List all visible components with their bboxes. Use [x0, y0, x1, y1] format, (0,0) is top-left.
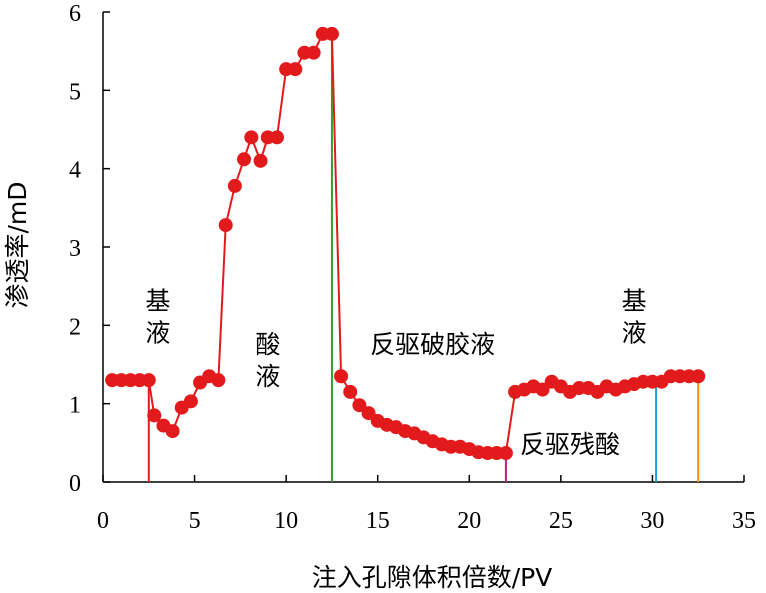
data-point [165, 424, 180, 439]
x-tick-label: 0 [97, 508, 109, 534]
y-tick-label: 0 [69, 471, 81, 497]
y-ticks: 0 1 2 3 4 5 6 [69, 1, 110, 497]
x-tick-label: 25 [549, 508, 573, 534]
data-point [535, 382, 550, 397]
annotation-text: 液 [145, 319, 170, 348]
x-tick-label: 20 [457, 508, 481, 534]
data-point [147, 408, 162, 423]
data-point [253, 153, 268, 168]
annotation-text: 反驱破胶液 [370, 330, 495, 359]
annotation-text: 酸 [255, 330, 280, 359]
y-tick-label: 2 [69, 314, 81, 340]
data-point [141, 373, 156, 388]
annotation-text: 基 [622, 287, 647, 316]
y-tick-label: 4 [69, 158, 81, 184]
annotation-text: 反驱残酸 [520, 430, 620, 459]
data-point [288, 62, 303, 77]
x-ticks: 0 5 10 15 20 25 30 35 [97, 475, 756, 534]
y-axis-label: 渗透率/mD [3, 181, 32, 308]
data-point [244, 130, 259, 145]
axes [102, 12, 744, 483]
x-tick-label: 5 [189, 508, 201, 534]
data-point [237, 152, 252, 167]
data-point [211, 373, 226, 388]
y-tick-label: 6 [69, 1, 81, 27]
x-tick-label: 15 [366, 508, 390, 534]
y-tick-label: 5 [69, 79, 81, 105]
data-point [324, 26, 339, 41]
data-point [498, 446, 513, 461]
data-point [218, 218, 233, 233]
data-point [343, 384, 358, 399]
data-point [334, 369, 349, 384]
x-tick-label: 10 [274, 508, 298, 534]
x-tick-label: 30 [640, 508, 664, 534]
data-point [306, 45, 321, 60]
data-point [352, 398, 367, 413]
x-axis-label: 注入孔隙体积倍数/PV [312, 563, 553, 592]
vertical-lines [147, 33, 700, 482]
x-tick-label: 35 [732, 508, 756, 534]
annotation-text: 基 [145, 287, 170, 316]
y-tick-label: 3 [69, 236, 81, 262]
data-point [227, 178, 242, 193]
annotation-text: 液 [255, 362, 280, 391]
y-tick-label: 1 [69, 393, 81, 419]
data-point [361, 406, 376, 421]
data-point [269, 130, 284, 145]
data-point [183, 394, 198, 409]
data-point [691, 369, 706, 384]
series-group [105, 26, 706, 461]
annotation-text: 液 [622, 319, 647, 348]
